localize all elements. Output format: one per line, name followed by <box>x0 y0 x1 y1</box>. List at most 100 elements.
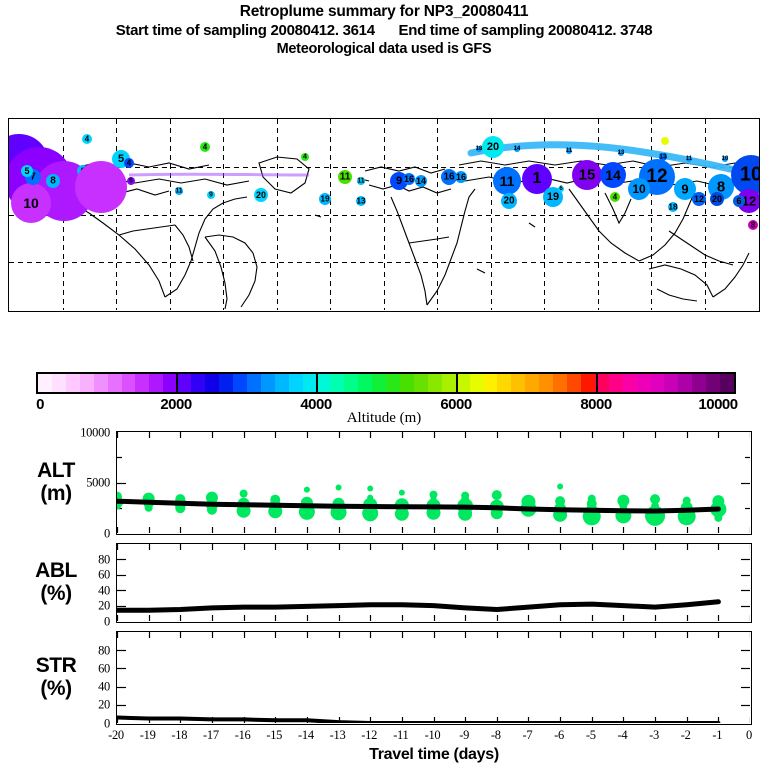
trend-line <box>117 715 721 723</box>
plume-marker <box>731 155 759 195</box>
x-tick-label: -17 <box>203 728 219 742</box>
colorbar-tick-label: 4000 <box>300 396 332 413</box>
panel-label-alt: ALT (m) <box>0 459 112 505</box>
scatter-point <box>335 484 342 491</box>
plume-marker <box>415 175 427 187</box>
plume-marker <box>543 187 563 207</box>
plume-marker <box>301 153 309 161</box>
plume-marker <box>82 134 92 144</box>
colorbar-segment <box>483 374 498 392</box>
colorbar-segment <box>344 374 359 392</box>
plume-marker <box>254 188 268 202</box>
colorbar-segment <box>413 374 428 392</box>
panel-str <box>116 631 752 725</box>
colorbar-segment <box>149 374 164 392</box>
x-tick-label: -11 <box>393 728 409 742</box>
map-coastlines <box>9 119 758 310</box>
colorbar-segment <box>51 374 66 392</box>
colorbar-segment <box>692 374 707 392</box>
panel-label-name: ABL <box>35 559 77 582</box>
x-tick-label: -20 <box>108 728 124 742</box>
x-tick-label: -4 <box>617 728 628 742</box>
colorbar-segment <box>135 374 150 392</box>
colorbar-segment <box>79 374 94 392</box>
colorbar-segment <box>650 374 665 392</box>
x-tick-label: -9 <box>459 728 470 742</box>
plume-marker <box>558 186 564 192</box>
page-title: Retroplume summary for NP3_20080411 <box>239 3 529 20</box>
colorbar-segment <box>260 374 275 392</box>
y-tick-label: 60 <box>98 567 110 582</box>
x-tick-label: -3 <box>649 728 659 742</box>
panel-label-name: STR <box>35 654 77 677</box>
scatter-point <box>268 504 283 519</box>
panel-plot-alt <box>117 432 750 533</box>
x-tick-label: -12 <box>361 728 378 742</box>
panel-alt <box>116 431 752 535</box>
plume-marker <box>722 156 728 162</box>
colorbar-segment <box>232 374 247 392</box>
world-map-panel: 9436107855461194420111119132091614161611… <box>8 118 760 312</box>
start-time-label: Start time of sampling 20080412. 3614 <box>115 22 375 39</box>
header-block: Retroplume summary for NP3_20080411 Star… <box>0 2 768 59</box>
scatter-point <box>458 506 473 521</box>
plume-marker <box>501 193 517 209</box>
plume-marker <box>733 195 745 207</box>
colorbar-tick-label: 10000 <box>698 396 738 413</box>
scatter-point <box>144 503 153 512</box>
colorbar-segment <box>441 374 456 392</box>
x-tick-label: -19 <box>139 728 156 742</box>
colorbar-tick-label: 2000 <box>160 396 192 413</box>
panel-label-name: ALT <box>37 459 75 482</box>
x-tick-label: -14 <box>298 728 314 742</box>
colorbar-segment <box>386 374 400 392</box>
plume-marker <box>668 202 678 212</box>
x-tick-label: 0 <box>746 728 752 742</box>
plume-marker <box>455 171 467 183</box>
plume-marker <box>441 169 457 185</box>
meteorological-data-label: Meteorological data used is GFS <box>276 41 492 57</box>
colorbar-segment <box>372 374 387 392</box>
colorbar-tick-label: 0 <box>36 396 44 413</box>
colorbar-segment <box>455 374 470 392</box>
plume-marker <box>127 177 135 185</box>
y-tick-label: 0 <box>104 614 110 628</box>
plume-marker <box>710 192 724 206</box>
x-tick-label: -13 <box>329 728 346 742</box>
plume-marker <box>482 136 504 158</box>
scatter-point <box>362 505 379 522</box>
scatter-point <box>303 486 310 493</box>
colorbar-segment <box>358 374 373 392</box>
plume-marker <box>200 142 210 152</box>
colorbar-segment <box>706 374 721 392</box>
plume-marker <box>319 193 331 205</box>
colorbar-segment <box>720 374 735 392</box>
scatter-point <box>398 489 405 496</box>
y-tick-label: 0 <box>104 526 110 540</box>
plume-marker <box>357 177 365 185</box>
plume-marker <box>493 167 521 195</box>
scatter-point <box>491 490 502 501</box>
colorbar-segment <box>399 374 414 392</box>
x-tick-label: -6 <box>554 728 565 742</box>
x-tick-label: -1 <box>712 728 723 742</box>
colorbar-segment <box>121 374 136 392</box>
plume-marker <box>46 174 60 188</box>
colorbar-divider <box>176 372 178 394</box>
plume-marker <box>686 156 692 162</box>
panel-label-unit: (%) <box>40 582 72 605</box>
plume-marker <box>737 189 759 213</box>
scatter-point <box>557 483 564 490</box>
colorbar-segment <box>246 374 261 392</box>
colorbar-segment <box>163 374 178 392</box>
scatter-point <box>650 494 661 505</box>
panel-label-abl: ABL (%) <box>0 559 112 605</box>
plume-marker <box>11 183 51 223</box>
plume-marker <box>175 187 183 195</box>
trend-line <box>117 498 721 514</box>
colorbar-segment <box>511 374 526 392</box>
sampling-time-line: Start time of sampling 20080412. 3614 En… <box>0 21 768 40</box>
colorbar-divider <box>456 372 458 394</box>
plume-marker <box>21 165 33 177</box>
plume-marker <box>610 192 620 202</box>
